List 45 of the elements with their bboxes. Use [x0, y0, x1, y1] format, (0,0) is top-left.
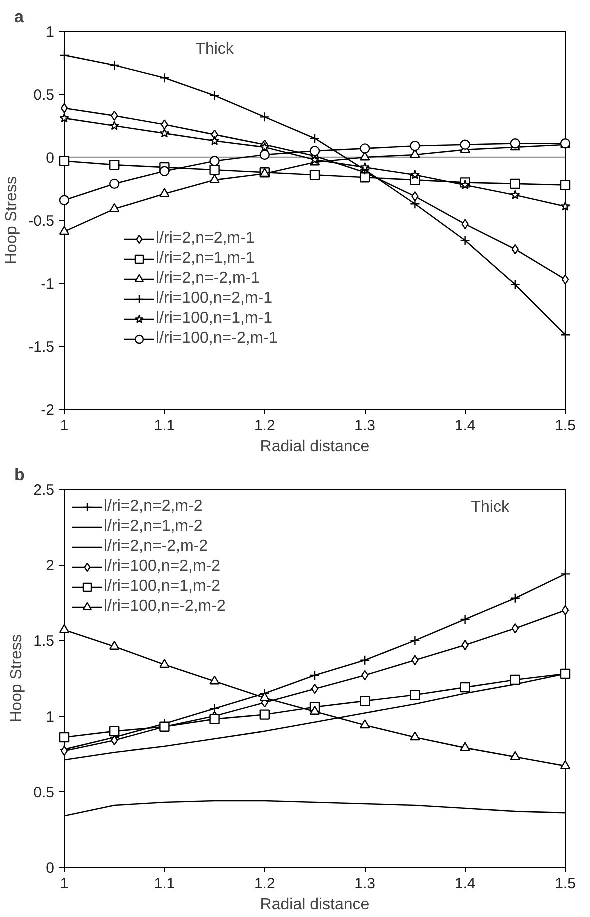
x-tick-label: 1.1 — [154, 876, 176, 892]
y-axis-title: Hoop Stress — [4, 176, 21, 265]
annotation: Thick — [196, 40, 235, 58]
legend-label: l/ri=2,n=1,m-1 — [156, 250, 255, 268]
x-axis-title: Radial distance — [260, 438, 370, 456]
y-tick-label: 1 — [46, 24, 54, 41]
legend-label: l/ri=2,n=2,m-1 — [156, 230, 255, 248]
y-tick-label: 0.5 — [34, 87, 55, 104]
y-tick-label: -1 — [41, 276, 55, 293]
annotation: Thick — [471, 498, 510, 516]
y-tick-label: 0.5 — [34, 784, 55, 802]
x-tick-label: 1.4 — [454, 876, 476, 892]
legend-label: l/ri=100,n=-2,m-1 — [156, 330, 278, 348]
y-tick-label: -2 — [41, 402, 55, 419]
x-tick-label: 1.3 — [354, 418, 376, 434]
chart-title: a — [14, 8, 24, 26]
legend-label: l/ri=2,n=-2,m-1 — [156, 270, 260, 288]
legend-label: l/ri=2,n=1,m-2 — [104, 518, 203, 536]
legend-label: l/ri=100,n=1,m-1 — [156, 310, 273, 328]
y-tick-label: 1 — [46, 708, 54, 726]
x-tick-label: 1 — [60, 418, 69, 434]
y-tick-label: 2 — [46, 558, 54, 575]
y-tick-label: -1.5 — [28, 339, 55, 356]
y-tick-label: -0.5 — [28, 213, 55, 230]
x-tick-label: 1.3 — [354, 876, 376, 892]
legend-label: l/ri=2,n=-2,m-2 — [104, 538, 208, 556]
legend-label: l/ri=100,n=-2,m-2 — [104, 598, 226, 616]
legend-label: l/ri=100,n=2,m-1 — [156, 290, 273, 308]
chart-title: b — [14, 466, 25, 484]
y-tick-label: 2.5 — [34, 482, 55, 499]
y-tick-label: 1.5 — [34, 633, 55, 650]
y-axis-title: Hoop Stress — [8, 634, 26, 723]
x-tick-label: 1.5 — [555, 876, 576, 892]
x-axis-title: Radial distance — [260, 896, 370, 914]
x-tick-label: 1.2 — [254, 876, 276, 892]
x-tick-label: 1.1 — [154, 418, 176, 434]
legend-label: l/ri=2,n=2,m-2 — [104, 498, 203, 516]
y-tick-label: 0 — [46, 860, 54, 877]
legend-label: l/ri=100,n=2,m-2 — [104, 558, 221, 576]
x-tick-label: 1.2 — [254, 418, 276, 434]
x-tick-label: 1.5 — [555, 418, 576, 434]
legend-label: l/ri=100,n=1,m-2 — [104, 578, 221, 596]
x-tick-label: 1 — [60, 876, 69, 892]
y-tick-label: 0 — [46, 150, 54, 167]
x-tick-label: 1.4 — [454, 418, 476, 434]
